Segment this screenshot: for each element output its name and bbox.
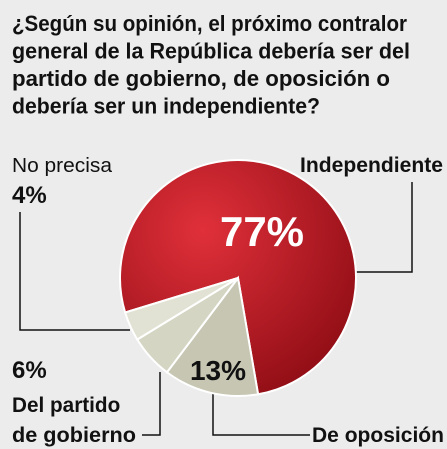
category-label: No precisa (12, 155, 113, 177)
chart-title: general de la República debería ser del (12, 39, 410, 64)
pie-slice (123, 277, 239, 341)
chart-title: debería ser un independiente? (12, 94, 320, 119)
category-label-line: de gobierno (12, 424, 136, 447)
data-label: 13% (190, 355, 246, 386)
category-label: Del partido de gobierno (12, 394, 136, 447)
pie-slice (165, 275, 260, 397)
chart-title: partido de gobierno, de oposición o (12, 66, 390, 91)
data-label: 4% (12, 182, 47, 209)
category-label: De oposición (312, 424, 444, 447)
category-label: Independiente (300, 154, 443, 177)
connector (350, 182, 413, 273)
connector (19, 212, 130, 331)
connector (142, 372, 161, 436)
data-label: 6% (12, 357, 47, 384)
data-label: 77% (220, 208, 304, 255)
category-label-line: Del partido (12, 394, 126, 417)
connector (212, 386, 310, 436)
chart-title: ¿Según su opinión, el próximo contralor (12, 11, 407, 36)
